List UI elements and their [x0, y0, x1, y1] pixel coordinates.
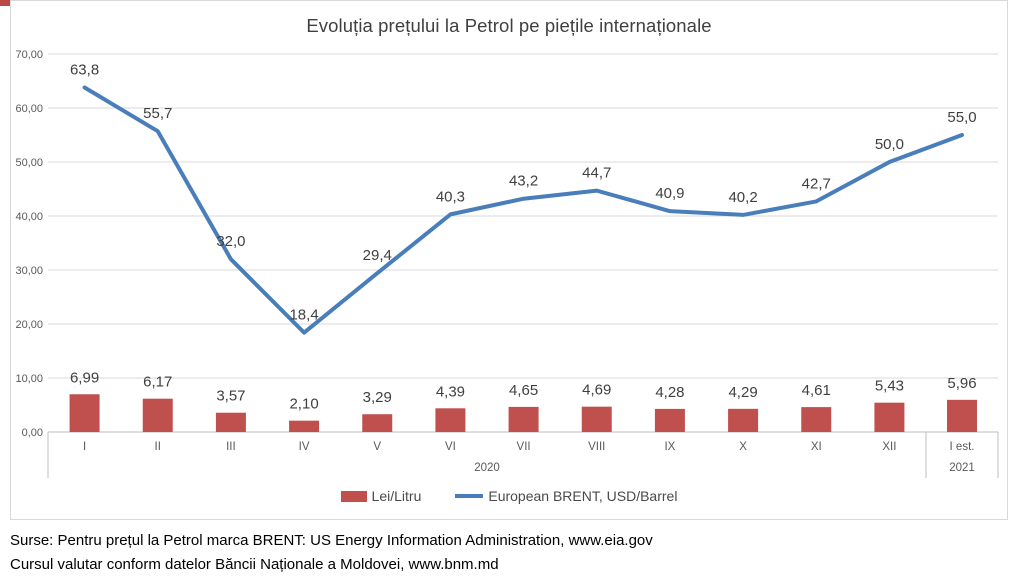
x-axis-category-label: I — [83, 441, 86, 453]
bar — [508, 406, 539, 432]
x-axis-category-label: IX — [664, 441, 675, 453]
bar — [947, 399, 977, 432]
bar-value-label: 3,57 — [216, 388, 245, 405]
line-value-label: 63,8 — [70, 61, 99, 78]
source-notes: Surse: Pentru prețul la Petrol marca BRE… — [10, 529, 653, 576]
y-axis-tick-label: 70,00 — [15, 49, 43, 61]
line-value-label: 50,0 — [875, 136, 904, 153]
bar-value-label: 4,39 — [436, 383, 465, 400]
bar — [874, 402, 905, 432]
y-axis-tick-label: 30,00 — [15, 265, 43, 277]
legend-label-brent: European BRENT, USD/Barrel — [488, 488, 678, 504]
legend-item-brent: European BRENT, USD/Barrel — [455, 488, 677, 504]
bar — [728, 408, 759, 432]
bar-value-label: 5,96 — [947, 375, 976, 392]
y-axis-tick-label: 60,00 — [15, 103, 43, 115]
line-value-label: 55,7 — [143, 105, 172, 122]
source-line-2: Cursul valutar conform datelor Băncii Na… — [10, 555, 499, 573]
x-axis-category-label: VIII — [588, 441, 605, 453]
bar-value-label: 6,99 — [70, 369, 99, 386]
bar — [69, 394, 100, 432]
x-axis-category-label: I est. — [950, 441, 975, 453]
bar-value-label: 4,28 — [655, 384, 684, 401]
corner-red-marker — [0, 0, 12, 6]
line-value-label: 40,2 — [728, 189, 757, 206]
chart-container: Evoluția prețului la Petrol pe piețile i… — [10, 0, 1008, 520]
x-axis-category-label: II — [155, 441, 161, 453]
y-axis-tick-label: 50,00 — [15, 157, 43, 169]
legend-bar-swatch-icon — [340, 490, 367, 502]
bar — [801, 407, 832, 432]
x-axis-category-label: X — [739, 441, 747, 453]
line-value-label: 40,9 — [655, 185, 684, 202]
x-axis-year-label: 2020 — [474, 462, 500, 474]
bar — [581, 406, 612, 432]
x-axis-category-label: VII — [517, 441, 531, 453]
brent-line — [82, 85, 964, 335]
x-axis-category-label: III — [226, 441, 236, 453]
line-value-label: 40,3 — [436, 188, 465, 205]
line-value-label: 55,0 — [947, 109, 976, 126]
bar — [654, 408, 685, 432]
y-axis-tick-label: 10,00 — [15, 373, 43, 385]
bar-value-label: 3,29 — [363, 389, 392, 406]
bar — [435, 408, 466, 432]
bar-value-label: 2,10 — [289, 396, 318, 413]
x-axis-category-label: XI — [811, 441, 822, 453]
x-axis-category-label: V — [373, 441, 381, 453]
x-axis-category-label: VI — [445, 441, 456, 453]
chart-plot-area: 0,00 10,00 20,00 30,00 40,00 50,00 60,00 70,00 6… — [15, 49, 999, 478]
legend-item-lei-litru: Lei/Litru — [340, 488, 422, 504]
line-value-label: 29,4 — [363, 247, 392, 264]
x-axis-category-label: XII — [882, 441, 896, 453]
legend-line-swatch-icon — [455, 494, 484, 498]
chart-title: Evoluția prețului la Petrol pe piețile i… — [306, 15, 712, 36]
line-value-label: 44,7 — [582, 165, 611, 182]
line-value-label: 43,2 — [509, 173, 538, 190]
bar — [362, 414, 393, 432]
x-axis-category-label: IV — [299, 441, 310, 453]
y-axis-tick-label: 40,00 — [15, 211, 43, 223]
source-line-1: Surse: Pentru prețul la Petrol marca BRE… — [10, 532, 653, 549]
line-value-label: 42,7 — [802, 175, 831, 192]
bar-value-label: 6,17 — [143, 374, 172, 391]
line-value-label: 32,0 — [216, 233, 245, 250]
legend-label-lei-litru: Lei/Litru — [371, 488, 422, 504]
y-axis-tick-label: 20,00 — [15, 319, 43, 331]
bar-value-label: 5,43 — [875, 378, 904, 395]
bar-value-label: 4,61 — [802, 382, 831, 399]
bar-value-label: 4,65 — [509, 382, 538, 399]
bar — [142, 398, 173, 432]
x-axis-year-label: 2021 — [949, 462, 975, 474]
y-axis-tick-label: 0,00 — [22, 427, 43, 439]
line-value-label: 18,4 — [289, 307, 318, 324]
bar-value-label: 4,69 — [582, 382, 611, 399]
chart-legend: Lei/Litru European BRENT, USD/Barrel — [11, 488, 1007, 504]
bar — [289, 420, 320, 432]
bar — [215, 412, 246, 432]
bar-value-label: 4,29 — [728, 384, 757, 401]
